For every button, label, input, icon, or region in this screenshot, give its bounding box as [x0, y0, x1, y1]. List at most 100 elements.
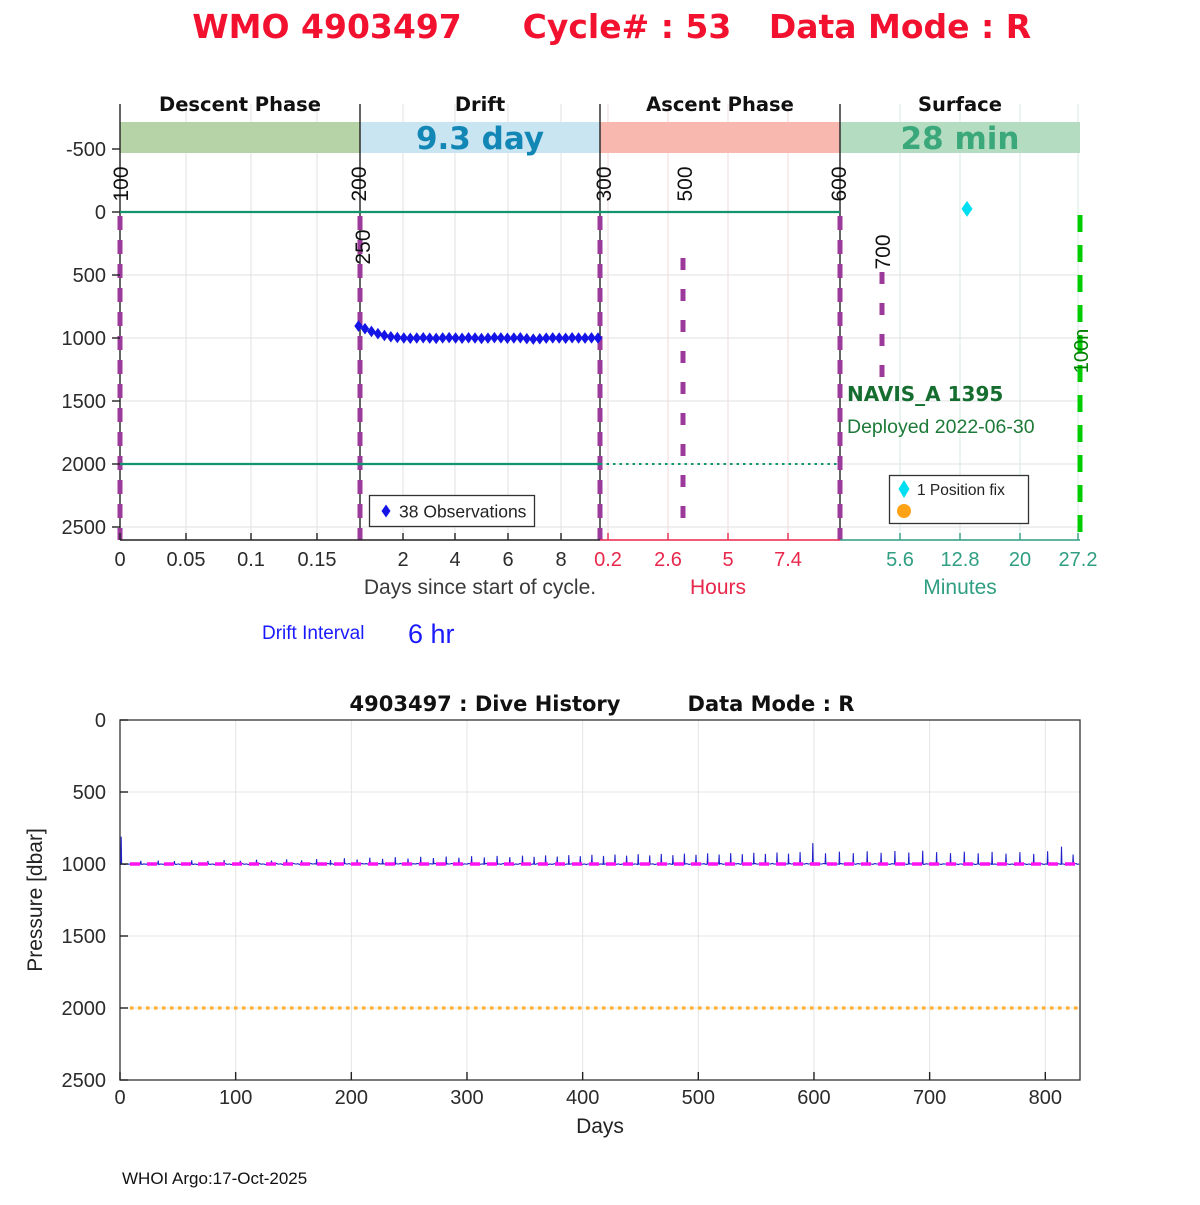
x-label-days: Days since start of cycle. [364, 576, 596, 599]
legend-position-fix-box [888, 474, 1030, 525]
observation-point [593, 332, 603, 344]
tick-label: 0 [95, 710, 106, 732]
mc-label-200: 200 [348, 166, 371, 201]
mc-label-100: 100 [110, 166, 133, 201]
observation-point [496, 332, 506, 344]
phase-bands [120, 122, 1080, 153]
tick-label: 0.2 [594, 549, 622, 571]
phase-band-2 [360, 122, 600, 153]
tick-label: 200 [335, 1087, 368, 1109]
reference-lines [120, 210, 1083, 540]
observation-point [431, 332, 441, 345]
drift-interval-value: 6 hr [408, 619, 455, 649]
observation-point [477, 332, 486, 345]
tick-label: 300 [450, 1087, 483, 1109]
tick-label: 1000 [62, 328, 107, 350]
tick-label: 5.6 [886, 549, 914, 571]
phase-header-drift: Drift [455, 93, 505, 116]
legend-position-fix-label: 1 Position fix [917, 482, 1005, 499]
observation-point [373, 327, 383, 340]
surface-marker-circle-icon [897, 504, 911, 518]
observation-point [548, 332, 557, 344]
observation-point [483, 332, 493, 344]
tick-label: 0.05 [167, 549, 206, 571]
right-line-label: 100n [1071, 329, 1093, 374]
tick-label: 2500 [62, 517, 107, 539]
mc-labels: 100 200 250 300 500 600 700 [110, 166, 895, 269]
tick-label: 20 [1009, 549, 1031, 571]
observation-point [438, 332, 447, 344]
tick-label: 1500 [62, 391, 107, 413]
phase-band-1 [120, 122, 360, 153]
observation-point [380, 329, 389, 342]
observation-point [542, 332, 551, 344]
tick-label: 0 [114, 549, 125, 571]
bottom-chart-tick-labels: 0 100 200 300 400 500 600 700 800 0 500 1000 1500 200… [62, 710, 1062, 1109]
tick-label: 2000 [62, 454, 107, 476]
bottom-title-left: 4903497 : Dive History [350, 692, 621, 716]
tick-label: 2000 [62, 998, 107, 1020]
tick-label: 8 [555, 549, 566, 571]
tick-label: 7.4 [774, 549, 802, 571]
observation-diamond-icon [381, 504, 391, 518]
page-title-cycle: Cycle# : 53 [523, 7, 732, 46]
tick-label: 500 [73, 265, 106, 287]
tick-label: 800 [1029, 1087, 1062, 1109]
x-label-minutes: Minutes [923, 576, 997, 599]
footer-credit: WHOI Argo:17-Oct-2025 [122, 1169, 307, 1188]
legend-observations-label: 38 Observations [399, 502, 527, 522]
observation-point [419, 331, 428, 344]
observation-point [567, 331, 577, 344]
tick-label: 500 [73, 782, 106, 804]
top-chart-ticks [112, 148, 1079, 540]
observation-point [444, 331, 454, 344]
deployed-date: Deployed 2022-06-30 [847, 416, 1035, 438]
tick-label: 1500 [62, 926, 107, 948]
observation-point [412, 332, 421, 344]
phase-header-ascent: Ascent Phase [646, 93, 794, 116]
mc-label-700: 700 [872, 234, 895, 269]
legend-position-fix: 1 Position fix [888, 474, 1030, 525]
bottom-chart-ticks [119, 719, 1047, 1081]
tick-label: 2 [397, 549, 408, 571]
observation-point [457, 332, 467, 345]
mc-label-600: 600 [828, 166, 851, 201]
bottom-y-axis-label: Pressure [dbar] [24, 828, 47, 972]
tick-label: 0 [114, 1087, 125, 1109]
observation-point [490, 331, 499, 344]
observation-point [529, 333, 538, 345]
observation-point [367, 325, 376, 338]
float-name: NAVIS_A 1395 [847, 382, 1003, 406]
position-fix-point [961, 200, 973, 217]
bottom-plot-box [119, 719, 1081, 1081]
observation-point [386, 330, 396, 343]
bottom-x-axis-label: Days [576, 1115, 624, 1138]
tick-label: 2.6 [654, 549, 682, 571]
mc-label-500: 500 [674, 166, 697, 201]
position-fix-diamond-icon [898, 480, 910, 498]
observation-point [503, 332, 512, 345]
tick-label: 2500 [62, 1070, 107, 1092]
observation-point [406, 332, 415, 345]
tick-label: -500 [66, 139, 106, 161]
observation-point [587, 332, 596, 344]
tick-label: 0.15 [298, 549, 337, 571]
observation-point [393, 331, 402, 344]
observation-point [425, 332, 434, 344]
phase-header-surface: Surface [918, 93, 1002, 116]
page-title-datamode: Data Mode : R [769, 7, 1031, 46]
drift-duration-label: 9.3 day [416, 121, 544, 157]
tick-label: 6 [502, 549, 513, 571]
mc-label-300: 300 [593, 166, 616, 201]
observation-markers [354, 200, 973, 345]
mc-label-250: 250 [352, 229, 375, 264]
drift-interval-label: Drift Interval [262, 623, 364, 644]
observation-point [451, 332, 460, 344]
tick-label: 0.1 [237, 549, 265, 571]
tick-label: 5 [722, 549, 733, 571]
phase-band-4 [840, 122, 1080, 153]
observation-point [554, 332, 564, 344]
bottom-chart-gridlines [120, 720, 1080, 1080]
